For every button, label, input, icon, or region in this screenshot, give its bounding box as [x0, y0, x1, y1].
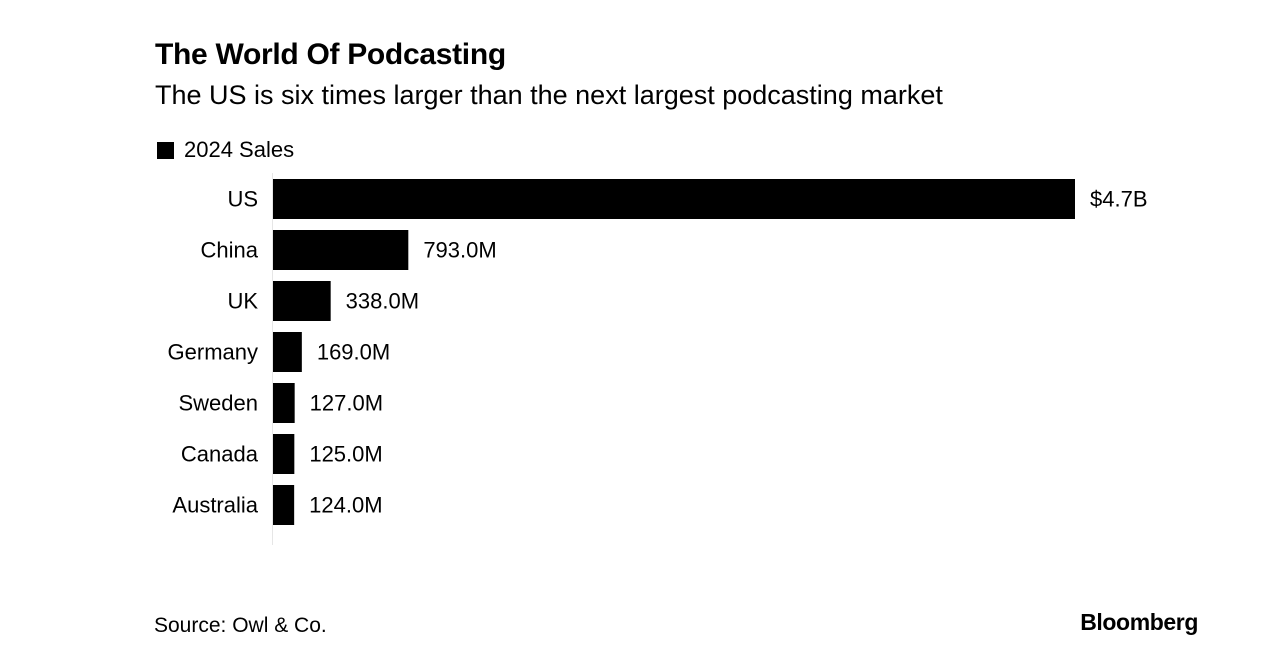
data-label: 169.0M [317, 340, 390, 365]
bar-china [273, 230, 409, 270]
bar-us [273, 179, 1075, 219]
bar-australia [273, 485, 295, 525]
data-label: $4.7B [1090, 187, 1148, 212]
bar-uk [273, 281, 331, 321]
category-label: UK [227, 289, 258, 314]
legend: 2024 Sales [157, 137, 294, 163]
data-label: 125.0M [309, 442, 382, 467]
bar-germany [273, 332, 302, 372]
data-label: 127.0M [310, 391, 383, 416]
category-label: Sweden [178, 391, 258, 416]
category-label: China [201, 238, 259, 263]
category-label: Germany [168, 340, 258, 365]
chart-subtitle: The US is six times larger than the next… [155, 80, 943, 110]
data-label: 124.0M [309, 493, 382, 518]
bar-canada [273, 434, 295, 474]
category-label: Australia [172, 493, 258, 518]
bloomberg-logo: Bloomberg [1080, 609, 1198, 635]
bar-sweden [273, 383, 295, 423]
data-label: 793.0M [423, 238, 496, 263]
legend-label: 2024 Sales [184, 137, 295, 162]
category-label: US [227, 187, 258, 212]
legend-swatch [157, 141, 174, 159]
source-note: Source: Owl & Co. [154, 614, 327, 637]
category-label: Canada [181, 442, 259, 467]
chart-title: The World Of Podcasting [155, 38, 506, 71]
data-label: 338.0M [346, 289, 419, 314]
